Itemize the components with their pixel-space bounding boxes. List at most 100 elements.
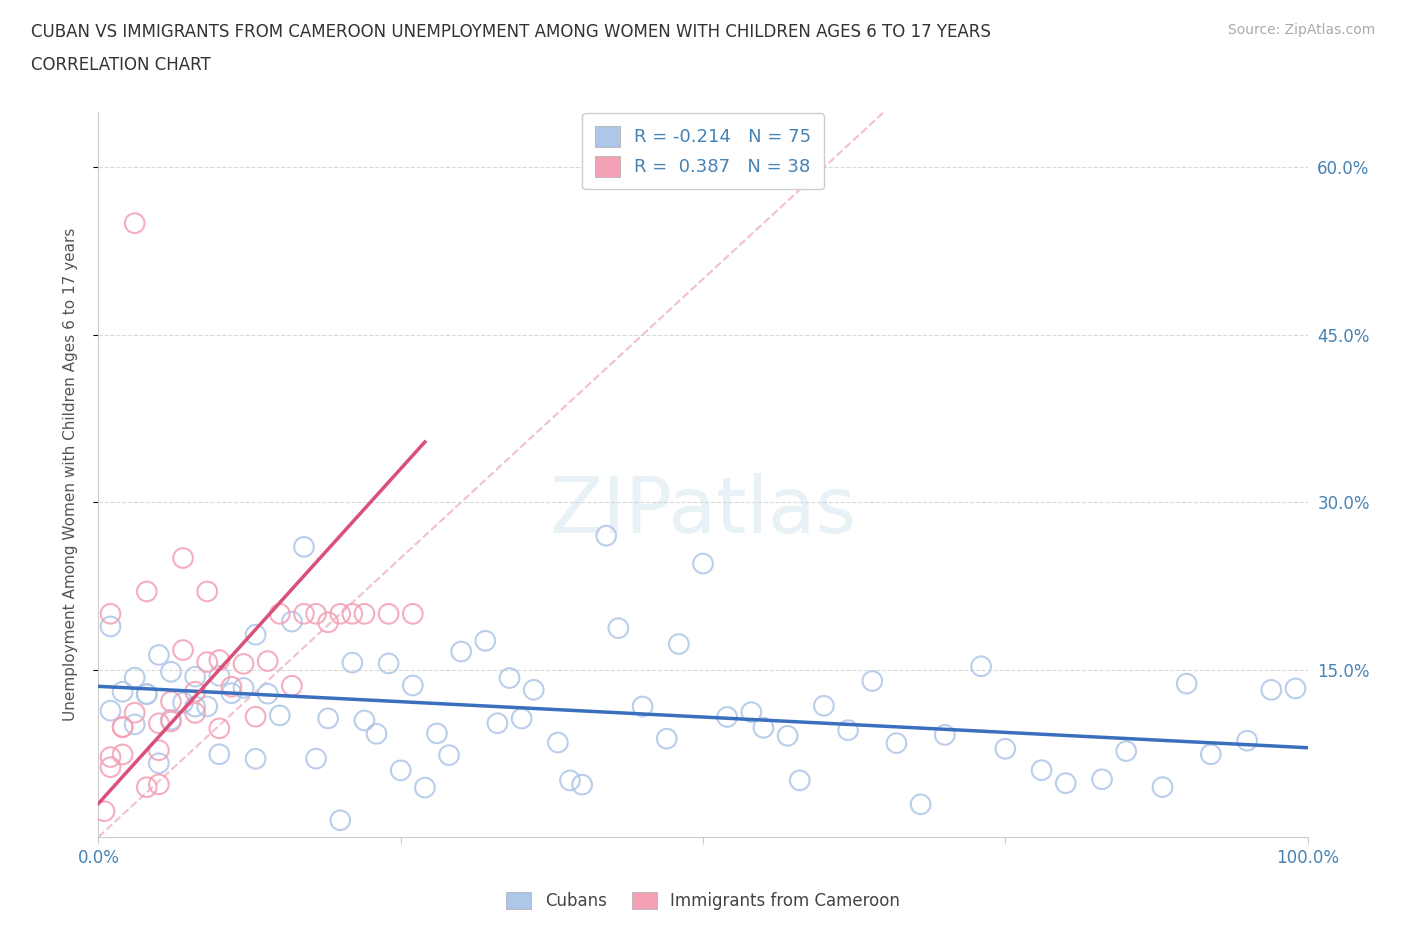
- Point: [329, 606, 352, 621]
- Point: [160, 714, 183, 729]
- Point: [1284, 681, 1306, 696]
- Point: [111, 684, 134, 699]
- Point: [160, 712, 183, 727]
- Point: [160, 664, 183, 679]
- Point: [184, 684, 207, 699]
- Point: [245, 627, 267, 642]
- Point: [934, 727, 956, 742]
- Point: [256, 686, 278, 701]
- Point: [776, 728, 799, 743]
- Point: [413, 780, 436, 795]
- Point: [195, 655, 218, 670]
- Point: [195, 699, 218, 714]
- Point: [148, 743, 170, 758]
- Point: [1152, 779, 1174, 794]
- Point: [789, 773, 811, 788]
- Point: [172, 695, 194, 710]
- Point: [135, 686, 157, 701]
- Legend: Cubans, Immigrants from Cameroon: Cubans, Immigrants from Cameroon: [499, 885, 907, 917]
- Point: [316, 615, 339, 630]
- Point: [994, 741, 1017, 756]
- Point: [1115, 744, 1137, 759]
- Point: [124, 671, 146, 685]
- Point: [740, 705, 762, 720]
- Point: [100, 619, 122, 634]
- Point: [269, 606, 291, 621]
- Point: [245, 751, 267, 766]
- Point: [813, 698, 835, 713]
- Point: [184, 699, 207, 714]
- Point: [281, 614, 304, 629]
- Point: [135, 686, 157, 701]
- Point: [426, 726, 449, 741]
- Point: [232, 657, 254, 671]
- Point: [124, 216, 146, 231]
- Point: [184, 706, 207, 721]
- Point: [305, 606, 328, 621]
- Point: [607, 620, 630, 635]
- Point: [329, 813, 352, 828]
- Point: [970, 658, 993, 673]
- Point: [100, 703, 122, 718]
- Point: [111, 720, 134, 735]
- Point: [1199, 747, 1222, 762]
- Point: [195, 584, 218, 599]
- Point: [377, 656, 399, 671]
- Point: [148, 647, 170, 662]
- Point: [474, 633, 496, 648]
- Point: [1091, 772, 1114, 787]
- Point: [93, 804, 115, 818]
- Point: [486, 716, 509, 731]
- Y-axis label: Unemployment Among Women with Children Ages 6 to 17 years: Unemployment Among Women with Children A…: [63, 228, 77, 721]
- Point: [498, 671, 520, 685]
- Point: [208, 747, 231, 762]
- Point: [860, 673, 883, 688]
- Text: CUBAN VS IMMIGRANTS FROM CAMEROON UNEMPLOYMENT AMONG WOMEN WITH CHILDREN AGES 6 : CUBAN VS IMMIGRANTS FROM CAMEROON UNEMPL…: [31, 23, 991, 41]
- Point: [148, 777, 170, 791]
- Point: [1054, 776, 1077, 790]
- Point: [305, 751, 328, 766]
- Point: [135, 584, 157, 599]
- Point: [510, 711, 533, 726]
- Point: [366, 726, 388, 741]
- Point: [342, 656, 364, 671]
- Point: [389, 763, 412, 777]
- Point: [208, 669, 231, 684]
- Point: [353, 606, 375, 621]
- Point: [135, 779, 157, 794]
- Point: [245, 710, 267, 724]
- Point: [437, 748, 460, 763]
- Point: [716, 710, 738, 724]
- Legend: R = -0.214   N = 75, R =  0.387   N = 38: R = -0.214 N = 75, R = 0.387 N = 38: [582, 113, 824, 190]
- Point: [910, 797, 932, 812]
- Point: [292, 539, 315, 554]
- Point: [281, 678, 304, 693]
- Point: [523, 683, 546, 698]
- Point: [221, 679, 243, 694]
- Point: [232, 681, 254, 696]
- Point: [148, 756, 170, 771]
- Point: [547, 735, 569, 750]
- Point: [450, 644, 472, 659]
- Point: [172, 551, 194, 565]
- Point: [124, 717, 146, 732]
- Point: [124, 705, 146, 720]
- Text: Source: ZipAtlas.com: Source: ZipAtlas.com: [1227, 23, 1375, 37]
- Point: [269, 708, 291, 723]
- Point: [100, 760, 122, 775]
- Point: [1236, 733, 1258, 748]
- Point: [837, 723, 859, 737]
- Point: [1260, 683, 1282, 698]
- Point: [595, 528, 617, 543]
- Point: [692, 556, 714, 571]
- Point: [208, 721, 231, 736]
- Point: [342, 606, 364, 621]
- Point: [1031, 763, 1053, 777]
- Point: [111, 747, 134, 762]
- Point: [208, 653, 231, 668]
- Point: [221, 685, 243, 700]
- Point: [111, 720, 134, 735]
- Point: [558, 773, 581, 788]
- Point: [655, 731, 678, 746]
- Text: ZIPatlas: ZIPatlas: [550, 472, 856, 549]
